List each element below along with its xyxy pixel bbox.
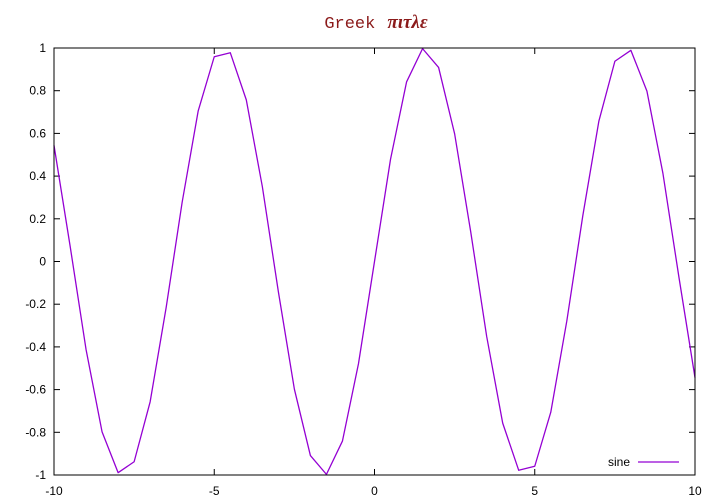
y-tick-label: 0.4 xyxy=(29,169,46,183)
legend: sine xyxy=(608,455,679,469)
axis-ticks: -10 -5 0 5 10 -1 -0.8 -0.6 -0.4 -0.2 0 0.2 0.4 0.6 0.8… xyxy=(25,41,702,498)
plot-area xyxy=(53,47,696,476)
x-tick-label: -5 xyxy=(209,484,220,498)
y-tick-label: -0.2 xyxy=(25,297,46,311)
x-tick-label: 5 xyxy=(531,484,538,498)
x-tick-label: -10 xyxy=(45,484,63,498)
y-tick-label: -1 xyxy=(35,468,46,482)
legend-label: sine xyxy=(608,455,630,469)
y-tick-label: 0.2 xyxy=(29,212,46,226)
chart-title: Greek πιτλε xyxy=(324,12,428,34)
y-tick-label: 0.8 xyxy=(29,84,46,98)
y-tick-label: 0.6 xyxy=(29,126,46,140)
y-tick-label: 0 xyxy=(39,255,46,269)
y-tick-label: 1 xyxy=(39,41,46,55)
chart-title-greek: πιτλε xyxy=(387,12,428,33)
series-line-sine xyxy=(53,47,696,476)
y-tick-label: -0.8 xyxy=(25,425,46,439)
y-tick-label: -0.6 xyxy=(25,383,46,397)
y-tick-label: -0.4 xyxy=(25,340,46,354)
x-tick-label: 10 xyxy=(688,484,702,498)
chart-title-main: Greek xyxy=(324,15,375,34)
plot-frame xyxy=(53,47,696,476)
x-tick-label: 0 xyxy=(371,484,378,498)
